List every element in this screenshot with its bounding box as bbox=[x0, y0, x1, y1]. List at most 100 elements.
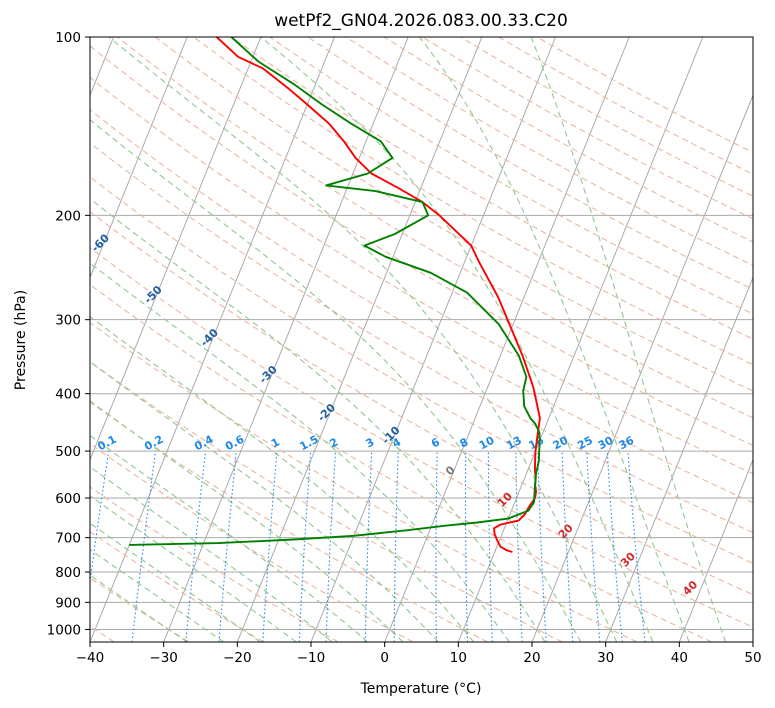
x-tick-label: −30 bbox=[149, 650, 178, 666]
dry-adiabat-label: -70 bbox=[35, 181, 58, 204]
mixing-ratio-label: 36 bbox=[617, 434, 637, 453]
mixing-ratio-label: 0.6 bbox=[223, 433, 247, 454]
moist-adiabat-line bbox=[90, 495, 297, 642]
mixing-ratio-label: 13 bbox=[504, 434, 524, 453]
moist-adiabat-line bbox=[90, 400, 404, 642]
mixing-ratio-lines bbox=[90, 451, 646, 642]
dry-adiabat-line bbox=[345, 37, 753, 267]
dry-adiabat-line bbox=[90, 361, 563, 642]
isotherm-line bbox=[752, 640, 753, 642]
y-tick-label: 500 bbox=[55, 444, 81, 460]
temperature-line bbox=[216, 37, 541, 553]
dry-adiabat-line bbox=[90, 401, 488, 642]
dry-adiabat-line bbox=[193, 37, 753, 366]
isotherm-line bbox=[605, 276, 753, 642]
mixing-ratio-label: 0.1 bbox=[95, 433, 118, 454]
y-tick-label: 300 bbox=[55, 313, 81, 329]
mixing-ratio-line bbox=[90, 451, 110, 586]
moist-adiabat-line bbox=[530, 37, 727, 642]
mixing-ratio-label: 20 bbox=[551, 434, 571, 453]
dry-adiabats bbox=[90, 37, 753, 642]
dry-adiabat-line bbox=[422, 37, 753, 220]
moist-adiabat-line bbox=[90, 434, 369, 642]
mixing-ratio-label: 6 bbox=[429, 435, 442, 450]
dry-adiabat-line bbox=[154, 37, 753, 392]
moist-adiabat-line bbox=[90, 548, 225, 642]
plot-area: 0.10.20.40.611.52346810131620253036-100-… bbox=[0, 37, 753, 642]
x-tick-label: −10 bbox=[297, 650, 326, 666]
mixing-ratio-label: 30 bbox=[596, 434, 616, 453]
dry-adiabat-line bbox=[90, 530, 264, 642]
moist-adiabat-line bbox=[90, 522, 261, 642]
x-tick-label: −40 bbox=[76, 650, 105, 666]
dry-adiabat-line bbox=[116, 37, 753, 419]
dewpoint-line bbox=[129, 37, 541, 546]
moist-adiabats bbox=[90, 37, 727, 642]
mixing-ratio-line bbox=[435, 451, 438, 642]
x-tick-label: −20 bbox=[223, 650, 252, 666]
x-axis-label: Temperature (°C) bbox=[360, 681, 482, 697]
x-tick-label: 20 bbox=[523, 650, 540, 666]
moist-adiabat-line bbox=[108, 37, 618, 642]
isotherm-line bbox=[163, 37, 409, 642]
mixing-ratio-line bbox=[627, 451, 646, 642]
x-tick-label: 0 bbox=[380, 650, 389, 666]
dry-adiabat-line bbox=[90, 443, 414, 642]
x-tick-label: 10 bbox=[450, 650, 467, 666]
dry-adiabat-label: -20 bbox=[315, 401, 338, 424]
mixing-ratio-line bbox=[131, 451, 157, 642]
mixing-ratio-line bbox=[561, 451, 574, 642]
reference-line-labels: 0.10.20.40.611.52346810131620253036-100-… bbox=[0, 135, 701, 598]
dry-adiabat-line bbox=[90, 486, 339, 642]
isotherm-line bbox=[457, 37, 704, 642]
dry-adiabat-line bbox=[231, 37, 753, 340]
moist-adiabat-line bbox=[90, 119, 582, 642]
mixing-ratio-line bbox=[262, 451, 278, 642]
mixing-ratio-line bbox=[537, 451, 547, 642]
mixing-ratio-label: 3 bbox=[364, 435, 377, 450]
isotherm-line bbox=[384, 37, 630, 642]
dry-adiabat-line bbox=[90, 109, 753, 504]
dry-adiabat-label: -50 bbox=[142, 283, 165, 306]
y-tick-label: 100 bbox=[55, 30, 81, 46]
isotherm-line bbox=[90, 37, 262, 462]
dry-adiabat-line bbox=[90, 142, 753, 534]
mixing-ratio-label: 1 bbox=[269, 435, 282, 450]
dry-adiabat-line bbox=[90, 211, 753, 596]
y-axis-ticks: 100 200 300 400 500 600 700 800 900 1000 bbox=[47, 30, 90, 638]
dry-adiabat-line bbox=[90, 247, 753, 628]
sounding-series bbox=[129, 37, 541, 553]
dry-adiabat-label: -80 bbox=[0, 135, 4, 158]
isotherm-line bbox=[90, 37, 188, 279]
moist-adiabat-line bbox=[419, 37, 690, 642]
mixing-ratio-label: 0.4 bbox=[192, 433, 216, 454]
mixing-ratio-label: 10 bbox=[477, 434, 497, 453]
isobar-grid bbox=[90, 37, 753, 630]
y-tick-label: 600 bbox=[55, 491, 81, 507]
x-tick-label: 30 bbox=[597, 650, 614, 666]
moist-adiabat-line bbox=[90, 361, 439, 642]
mixing-ratio-label: 0.2 bbox=[142, 433, 165, 454]
y-tick-label: 700 bbox=[55, 531, 81, 547]
mixing-ratio-line bbox=[464, 451, 469, 642]
x-tick-label: 40 bbox=[671, 650, 688, 666]
y-axis-label: Pressure (hPa) bbox=[13, 290, 29, 390]
dry-adiabat-line bbox=[90, 321, 638, 642]
moist-adiabat-line bbox=[90, 574, 188, 642]
y-tick-label: 400 bbox=[55, 387, 81, 403]
isotherm-line bbox=[310, 37, 557, 642]
moist-adiabat-label: 10 bbox=[495, 490, 515, 510]
x-tick-label: 50 bbox=[744, 650, 761, 666]
isotherm-line bbox=[678, 458, 753, 642]
y-tick-label: 900 bbox=[55, 595, 81, 611]
dry-adiabat-line bbox=[269, 37, 753, 315]
dry-adiabat-label: -40 bbox=[198, 326, 221, 349]
dry-adiabat-line bbox=[498, 37, 753, 175]
dry-adiabat-line bbox=[307, 37, 753, 291]
x-axis-ticks: −40 −30 −20 −10 0 10 20 30 40 50 bbox=[76, 642, 762, 666]
mixing-ratio-line bbox=[218, 451, 237, 642]
dry-adiabat-line bbox=[90, 76, 753, 475]
mixing-ratio-label: 8 bbox=[458, 435, 471, 450]
isotherm-line bbox=[531, 93, 753, 642]
